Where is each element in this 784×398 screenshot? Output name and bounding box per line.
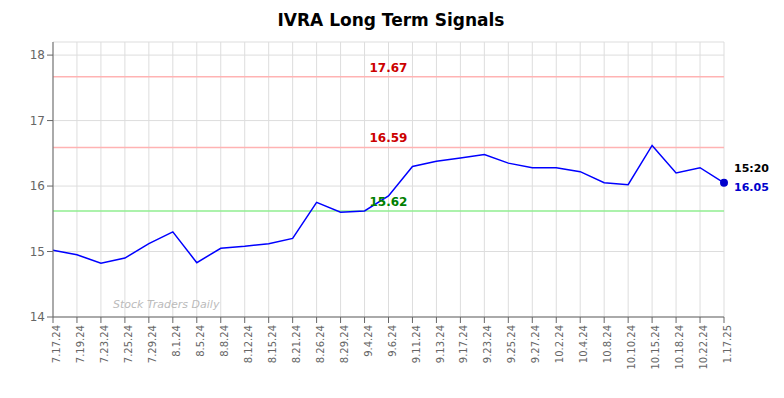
svg-text:10.15.24: 10.15.24 bbox=[650, 325, 661, 370]
svg-text:9.4.24: 9.4.24 bbox=[363, 325, 374, 357]
svg-text:8.12.24: 8.12.24 bbox=[243, 325, 254, 363]
svg-text:17: 17 bbox=[30, 114, 45, 128]
svg-text:1.17.25: 1.17.25 bbox=[722, 325, 733, 363]
svg-text:7.25.24: 7.25.24 bbox=[123, 325, 134, 363]
svg-text:10.4.24: 10.4.24 bbox=[578, 325, 589, 363]
svg-text:8.15.24: 8.15.24 bbox=[267, 325, 278, 363]
html-text:IVRA Long Term Signals: IVRA Long Term Signals bbox=[277, 10, 505, 30]
svg-text:10.22.24: 10.22.24 bbox=[698, 325, 709, 370]
svg-text:16.59: 16.59 bbox=[370, 131, 408, 145]
svg-text:16.05: 16.05 bbox=[734, 181, 769, 194]
svg-text:9.27.24: 9.27.24 bbox=[530, 325, 541, 363]
svg-text:7.17.24: 7.17.24 bbox=[51, 325, 62, 363]
svg-text:16: 16 bbox=[30, 179, 45, 193]
svg-text:15: 15 bbox=[30, 245, 45, 259]
svg-text:17.67: 17.67 bbox=[370, 61, 408, 75]
svg-text:9.13.24: 9.13.24 bbox=[435, 325, 446, 363]
html-text:Stock Traders Daily: Stock Traders Daily bbox=[113, 298, 220, 311]
svg-text:7.19.24: 7.19.24 bbox=[75, 325, 86, 363]
svg-text:9.6.24: 9.6.24 bbox=[387, 325, 398, 357]
svg-text:9.17.24: 9.17.24 bbox=[458, 325, 469, 363]
svg-text:8.26.24: 8.26.24 bbox=[315, 325, 326, 363]
svg-text:8.1.24: 8.1.24 bbox=[171, 325, 182, 357]
svg-text:8.21.24: 8.21.24 bbox=[291, 325, 302, 363]
svg-text:10.10.24: 10.10.24 bbox=[626, 325, 637, 370]
svg-text:7.29.24: 7.29.24 bbox=[147, 325, 158, 363]
svg-text:14: 14 bbox=[30, 310, 45, 324]
svg-text:8.29.24: 8.29.24 bbox=[339, 325, 350, 363]
svg-text:15.62: 15.62 bbox=[370, 195, 408, 209]
svg-text:8.5.24: 8.5.24 bbox=[195, 325, 206, 357]
svg-text:9.23.24: 9.23.24 bbox=[482, 325, 493, 363]
svg-text:8.8.24: 8.8.24 bbox=[219, 325, 230, 357]
svg-text:10.2.24: 10.2.24 bbox=[554, 325, 565, 363]
svg-text:7.23.24: 7.23.24 bbox=[99, 325, 110, 363]
svg-text:9.25.24: 9.25.24 bbox=[506, 325, 517, 363]
svg-text:10.8.24: 10.8.24 bbox=[602, 325, 613, 363]
svg-text:9.11.24: 9.11.24 bbox=[411, 325, 422, 363]
svg-text:10.18.24: 10.18.24 bbox=[674, 325, 685, 370]
svg-text:15:20: 15:20 bbox=[734, 162, 769, 175]
svg-text:18: 18 bbox=[30, 48, 45, 62]
